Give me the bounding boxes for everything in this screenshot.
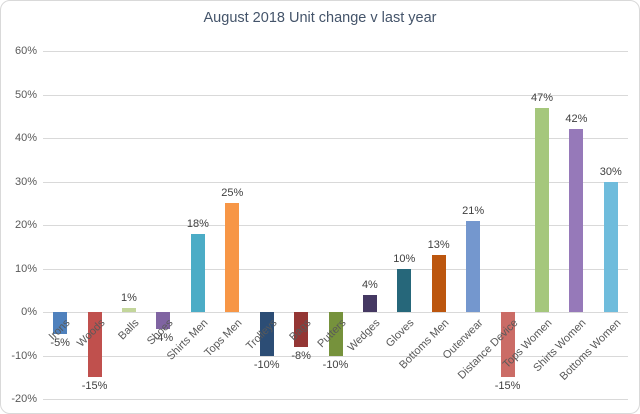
bar-balls: [122, 307, 136, 312]
bar-trolleys: [259, 312, 274, 356]
bar-shirts-women: [569, 129, 584, 312]
bar-value-label: 18%: [186, 217, 209, 230]
bar-value-label: 47%: [530, 91, 554, 104]
y-axis-tick-label: 40%: [14, 132, 37, 144]
bar-value-label: 13%: [427, 239, 450, 252]
bar-value-label: -5%: [50, 336, 70, 349]
bar-irons: [53, 312, 68, 334]
y-axis-tick-label: -10%: [11, 350, 37, 362]
bar-value-label: 1%: [121, 291, 137, 304]
bar-value-label: 30%: [599, 165, 622, 178]
y-axis-tick-label: 20%: [14, 219, 37, 231]
gridline: [43, 269, 628, 270]
bar-bottoms-women: [603, 181, 618, 312]
bar-value-label: 21%: [462, 204, 485, 217]
bar-putters: [328, 312, 343, 356]
gridline: [43, 399, 628, 400]
y-axis-tick-label: 50%: [14, 89, 37, 101]
y-axis-tick-label: 60%: [14, 45, 37, 57]
bar-value-label: 10%: [393, 252, 416, 265]
bar-bags: [294, 312, 309, 347]
bar-value-label: -15%: [81, 380, 108, 393]
bar-wedges: [362, 294, 377, 312]
y-axis-tick-label: 10%: [14, 263, 37, 275]
bar-outerwear: [466, 220, 481, 312]
gridline: [43, 182, 628, 183]
gridline: [43, 95, 628, 96]
bar-value-label: -10%: [253, 358, 280, 371]
bar-shirts-men: [190, 233, 205, 312]
bar-shoes: [156, 312, 171, 330]
y-axis-tick-label: -20%: [11, 393, 37, 405]
gridline: [43, 138, 628, 139]
bar-value-label: -4%: [153, 332, 174, 345]
gridline: [43, 356, 628, 357]
bar-gloves: [397, 268, 412, 312]
bar-value-label: -15%: [494, 380, 521, 393]
bar-value-label: -10%: [322, 358, 349, 371]
gridline: [43, 51, 628, 52]
bar-distance-device: [500, 312, 515, 378]
bar-value-label: 42%: [565, 113, 588, 126]
y-axis-tick-label: 0%: [21, 306, 37, 318]
bar-value-label: 4%: [361, 278, 378, 291]
bar-bottoms-men: [431, 255, 446, 312]
bar-woods: [87, 312, 102, 378]
gridline: [43, 225, 628, 226]
y-axis-tick-label: 30%: [14, 176, 37, 188]
bar-value-label: 25%: [221, 187, 244, 200]
bar-tops-women: [535, 107, 549, 312]
bar-tops-men: [225, 203, 240, 312]
bar-value-label: -8%: [291, 349, 311, 362]
chart-title: August 2018 Unit change v last year: [203, 10, 437, 26]
